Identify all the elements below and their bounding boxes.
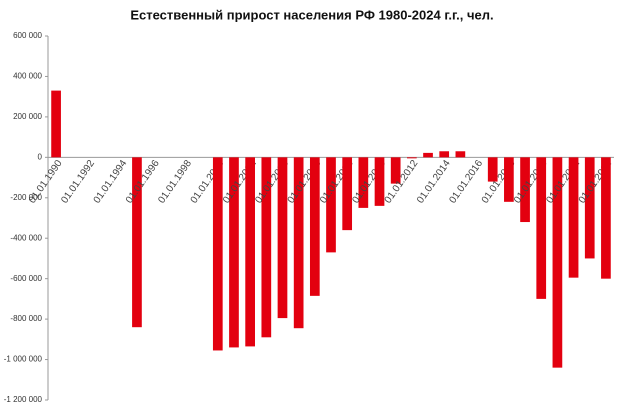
bar: [245, 157, 255, 347]
y-tick-label: 400 000: [13, 72, 42, 81]
y-tick-label: -800 000: [10, 314, 42, 323]
bar: [229, 157, 239, 348]
bar: [342, 157, 353, 231]
y-tick-label: -600 000: [10, 274, 42, 283]
bar: [520, 157, 530, 223]
y-tick-label: -400 000: [10, 233, 42, 242]
bar: [51, 90, 61, 158]
y-tick-label: -200 000: [10, 193, 42, 202]
bar: [407, 157, 417, 159]
y-tick-label: 0: [38, 152, 43, 161]
bar: [374, 157, 385, 206]
bar: [358, 157, 369, 208]
bar: [261, 157, 272, 338]
bar: [439, 151, 450, 158]
y-tick-label: 200 000: [13, 112, 42, 121]
bar: [536, 157, 547, 299]
bar: [277, 157, 288, 319]
bar: [568, 157, 579, 278]
bar: [584, 157, 595, 259]
bar: [293, 157, 304, 329]
bar: [326, 157, 336, 253]
bar: [504, 157, 514, 202]
chart-title: Естественный прирост населения РФ 1980-2…: [130, 7, 493, 22]
y-tick-label: -1 000 000: [4, 355, 43, 364]
bar: [487, 157, 498, 182]
y-tick-label: 600 000: [13, 31, 42, 40]
bar: [601, 157, 611, 279]
bar: [552, 157, 563, 368]
bar: [390, 157, 401, 184]
bar: [309, 157, 320, 296]
y-tick-label: -1 200 000: [4, 395, 43, 404]
bar: [132, 157, 142, 328]
bar: [212, 157, 223, 351]
bar: [423, 152, 433, 158]
bar: [455, 151, 466, 158]
